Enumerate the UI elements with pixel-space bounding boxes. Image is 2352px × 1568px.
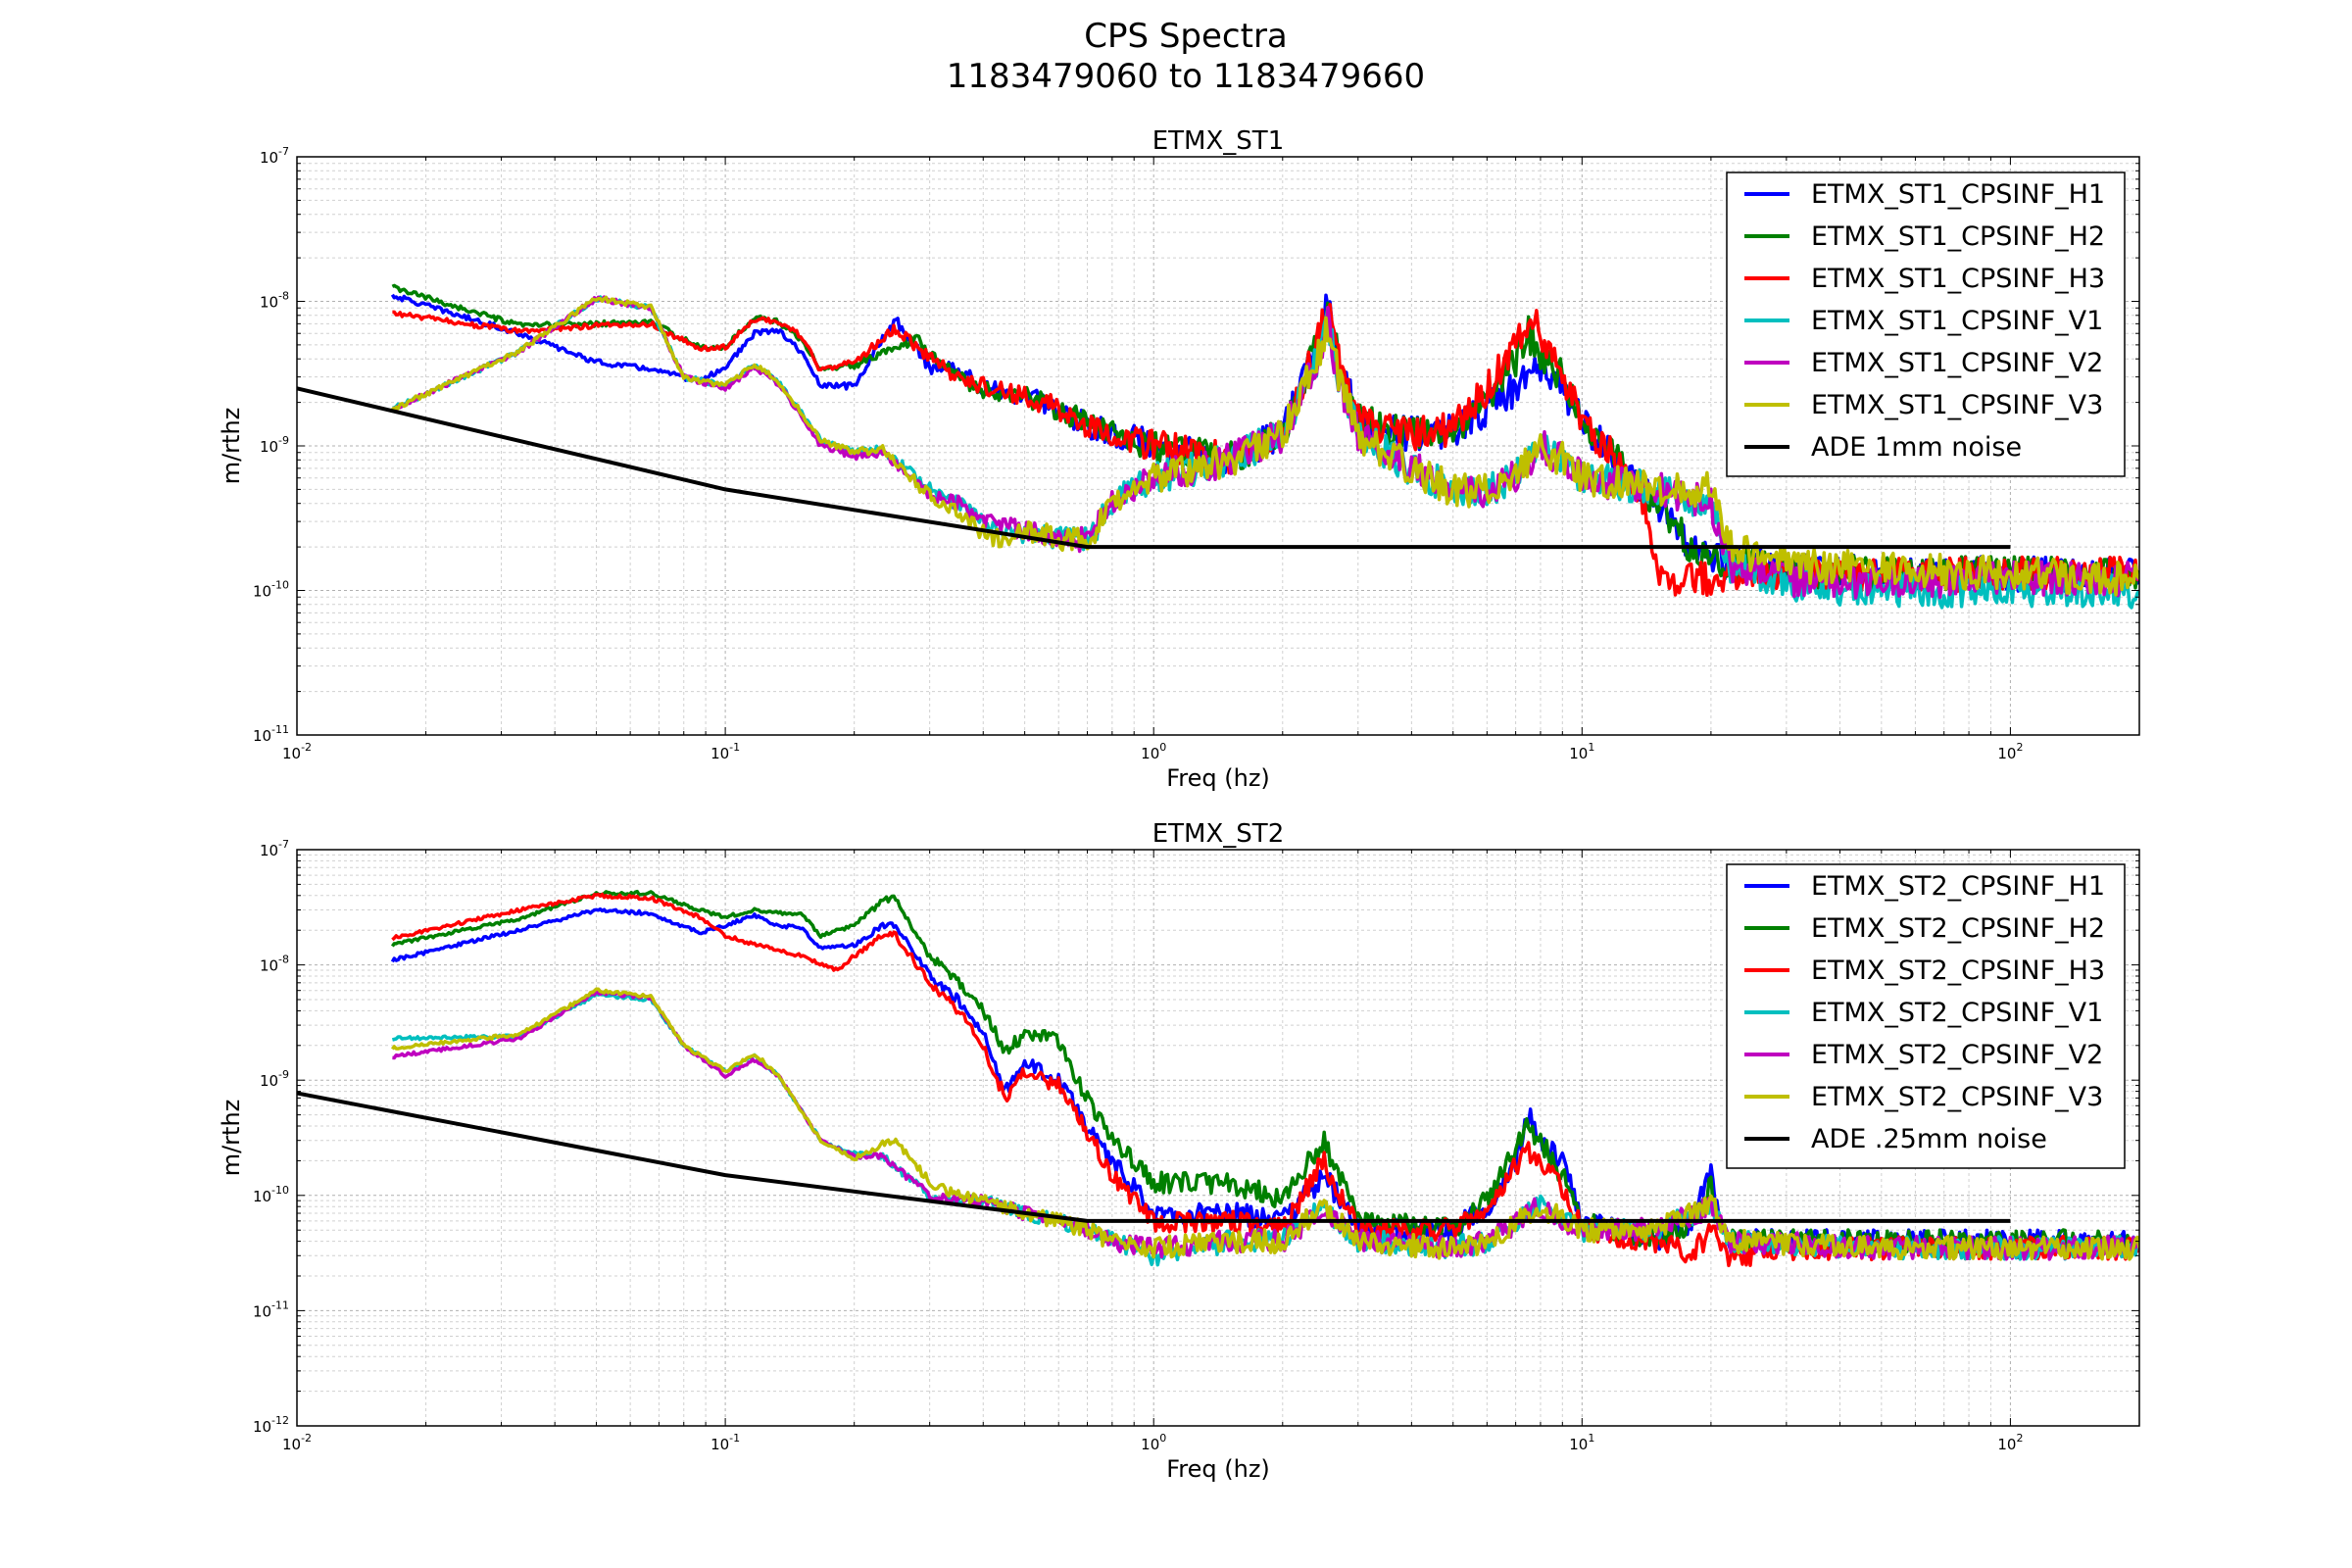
x-axis-label: Freq (hz) [1166,764,1270,792]
legend-item-etmx-st2-cpsinf-h3: ETMX_ST2_CPSINF_H3 [1744,956,2105,986]
y-tick-label: 10-7 [260,145,289,167]
series-group [297,889,2139,1268]
y-tick-label: 10-9 [260,434,289,456]
legend-item-etmx-st1-cpsinf-v3: ETMX_ST1_CPSINF_V3 [1744,390,2103,420]
legend-label: ETMX_ST1_CPSINF_H1 [1811,179,2105,210]
legend-label: ETMX_ST2_CPSINF_V2 [1811,1040,2103,1070]
series-line-ade-1mm-noise [297,386,2011,550]
legend-label: ETMX_ST1_CPSINF_V3 [1811,390,2103,420]
y-tick-label: 10-10 [253,1184,289,1205]
ticks [296,156,2140,736]
y-tick-label: 10-8 [260,954,289,975]
axes-frame [296,849,2140,1427]
legend-label: ETMX_ST2_CPSINF_V1 [1811,998,2103,1028]
legend-item-etmx-st1-cpsinf-h1: ETMX_ST1_CPSINF_H1 [1744,179,2105,210]
panel-title: ETMX_ST1 [1152,126,1284,156]
x-tick-label: 100 [1141,741,1166,762]
panel-etmx-st2: 10-2 10-1 100 101 102 10-12 10-11 10-10 10-9 10-8… [218,819,2140,1483]
legend-label: ADE 1mm noise [1811,432,2022,463]
x-tick-label: 101 [1569,1432,1594,1453]
figure-title-line2: 1183479060 to 1183479660 [947,57,1425,96]
legend-item-ade-1mm-noise: ADE 1mm noise [1744,432,2022,463]
series-line-ade-25mm-noise [297,1091,2011,1223]
legend-label: ETMX_ST1_CPSINF_H3 [1811,264,2105,294]
legend-label: ETMX_ST1_CPSINF_V2 [1811,348,2103,378]
legend-box [1726,172,2126,477]
series-line-etmx-st2-cpsinf-h2 [390,889,2139,1255]
y-tick-label: 10-11 [253,723,289,745]
legend-label: ETMX_ST2_CPSINF_H2 [1811,913,2105,944]
x-tick-label: 10-1 [710,741,740,762]
y-tick-label: 10-12 [253,1414,289,1436]
legend-label: ETMX_ST2_CPSINF_H3 [1811,956,2105,986]
legend-item-ade-25mm-noise: ADE .25mm noise [1744,1124,2047,1154]
y-tick-label: 10-10 [253,579,289,601]
legend-label: ETMX_ST1_CPSINF_V1 [1811,306,2103,336]
y-tick-label: 10-8 [260,290,289,312]
legend-item-etmx-st2-cpsinf-v1: ETMX_ST2_CPSINF_V1 [1744,998,2103,1028]
x-tick-label: 100 [1141,1432,1166,1453]
legend-item-etmx-st2-cpsinf-v3: ETMX_ST2_CPSINF_V3 [1744,1082,2103,1112]
x-axis-label: Freq (hz) [1166,1455,1270,1483]
x-tick-label: 102 [1997,1432,2023,1453]
x-tick-label: 10-2 [282,1432,312,1453]
series-line-etmx-st2-cpsinf-v3 [390,987,2139,1261]
legend-label: ETMX_ST1_CPSINF_H2 [1811,221,2105,252]
x-tick-label: 10-2 [282,741,312,762]
y-axis-label: m/rthz [218,408,245,485]
legend-item-etmx-st1-cpsinf-h2: ETMX_ST1_CPSINF_H2 [1744,221,2105,252]
legend-item-etmx-st1-cpsinf-v2: ETMX_ST1_CPSINF_V2 [1744,348,2103,378]
y-tick-label: 10-9 [260,1068,289,1090]
legend-item-etmx-st1-cpsinf-h3: ETMX_ST1_CPSINF_H3 [1744,264,2105,294]
legend-item-etmx-st2-cpsinf-h1: ETMX_ST2_CPSINF_H1 [1744,871,2105,902]
x-tick-label: 10-1 [710,1432,740,1453]
ticks [296,849,2140,1427]
y-tick-label: 10-7 [260,838,289,859]
series-line-etmx-st2-cpsinf-h3 [391,892,2139,1268]
y-tick-label: 10-11 [253,1298,289,1320]
x-tick-label: 101 [1569,741,1594,762]
panel-etmx-st1: 10-2 10-1 100 101 102 10-11 10-10 10-9 10-8 10-7 E… [218,126,2140,792]
legend-item-etmx-st2-cpsinf-v2: ETMX_ST2_CPSINF_V2 [1744,1040,2103,1070]
y-axis-label: m/rthz [218,1100,245,1177]
x-tick-label: 102 [1997,741,2023,762]
legend-item-etmx-st1-cpsinf-v1: ETMX_ST1_CPSINF_V1 [1744,306,2103,336]
figure-title-line1: CPS Spectra [1084,17,1288,56]
legend-label: ETMX_ST2_CPSINF_H1 [1811,871,2105,902]
legend-item-etmx-st2-cpsinf-h2: ETMX_ST2_CPSINF_H2 [1744,913,2105,944]
panel-title: ETMX_ST2 [1152,819,1284,849]
series-line-etmx-st1-cpsinf-v3 [390,295,2139,597]
series-group [297,283,2139,610]
legend: ETMX_ST1_CPSINF_H1 ETMX_ST1_CPSINF_H2 ETMX… [1726,172,2126,477]
legend-label: ADE .25mm noise [1811,1124,2047,1154]
legend-box [1726,863,2126,1169]
legend: ETMX_ST2_CPSINF_H1 ETMX_ST2_CPSINF_H2 ETMX… [1726,863,2126,1169]
legend-label: ETMX_ST2_CPSINF_V3 [1811,1082,2103,1112]
